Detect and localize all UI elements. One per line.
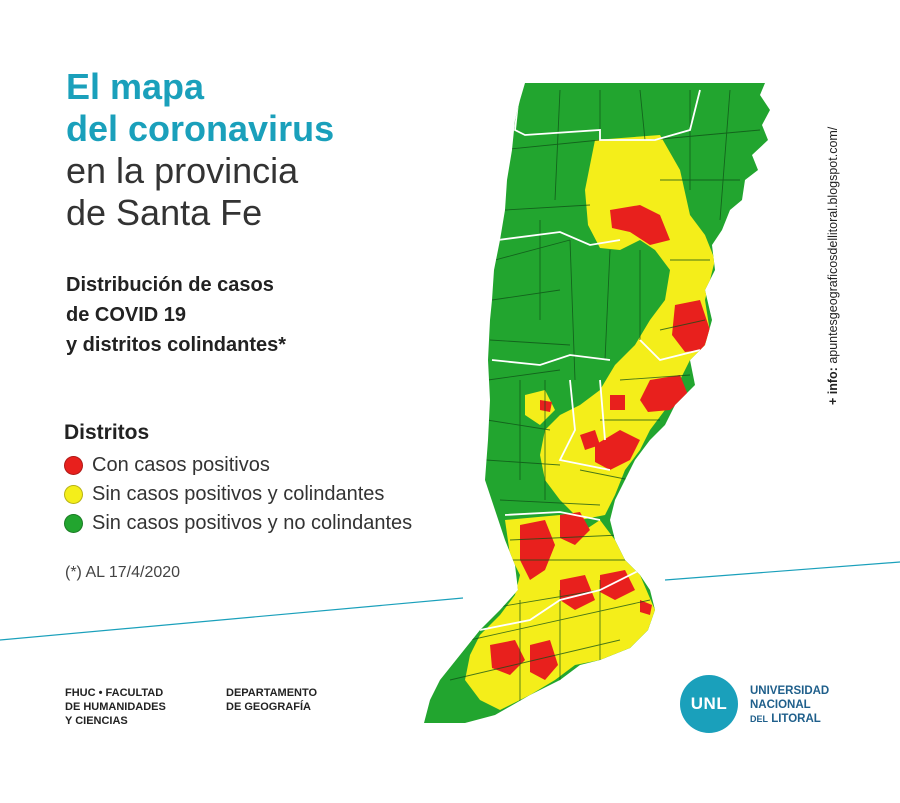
footnote: (*) AL 17/4/2020 — [65, 564, 181, 581]
positive-zone — [610, 395, 625, 410]
fhuc-line-3: Y CIENCIAS — [65, 715, 128, 727]
legend-title: Distritos — [64, 421, 150, 444]
unl-line-3-small: DEL — [750, 714, 768, 724]
info-url: apuntesgeograficosdellitoral.blogspot.co… — [826, 126, 840, 364]
positive-zone — [640, 600, 652, 615]
unl-logo: UNL — [680, 675, 738, 733]
positive-zone — [640, 375, 688, 412]
title-line-2: del coronavirus — [66, 108, 335, 149]
depto-label: DEPARTAMENTO DE GEOGRAFÍA — [226, 686, 317, 714]
positive-zone — [595, 430, 640, 470]
page-title: El mapa del coronavirus en la provincia … — [66, 66, 334, 234]
legend-label: Sin casos positivos y no colindantes — [92, 512, 413, 534]
adjacent-zone — [540, 135, 715, 520]
info-prefix: + info: — [826, 367, 840, 405]
divider-line-left — [0, 597, 464, 641]
green-dot-icon — [64, 514, 83, 533]
subtitle-line-2: de COVID 19 — [66, 304, 187, 326]
unl-line-2: NACIONAL — [750, 699, 811, 711]
unl-name: UNIVERSIDAD NACIONAL DEL LITORAL — [750, 684, 829, 726]
legend-label: Sin casos positivos y colindantes — [92, 483, 385, 505]
unl-line-3: DEL LITORAL — [750, 712, 829, 726]
subtitle: Distribución de casos de COVID 19 y dist… — [66, 270, 286, 360]
positive-zone — [520, 520, 555, 580]
depto-line-1: DEPARTAMENTO — [226, 687, 318, 699]
title-line-3: en la provincia — [66, 150, 299, 191]
subtitle-line-1: Distribución de casos — [66, 274, 274, 296]
legend-item-adjacent: Sin casos positivos y colindantes — [64, 480, 412, 509]
unl-line-1: UNIVERSIDAD — [750, 685, 830, 697]
yellow-dot-icon — [64, 485, 83, 504]
legend-label: Con casos positivos — [92, 454, 270, 476]
positive-zone — [610, 205, 670, 245]
divider-line-right — [664, 561, 900, 581]
legend-item-non-adjacent: Sin casos positivos y no colindantes — [64, 509, 412, 538]
title-line-1: El mapa — [66, 66, 205, 107]
positive-zone — [672, 300, 710, 352]
positive-zone — [540, 400, 552, 412]
red-dot-icon — [64, 456, 83, 475]
province-map — [424, 83, 770, 723]
legend-item-positive: Con casos positivos — [64, 451, 412, 480]
fhuc-label: FHUC • FACULTAD DE HUMANIDADES Y CIENCIA… — [65, 686, 166, 728]
unl-line-3-main: LITORAL — [771, 713, 821, 725]
positive-zone — [580, 430, 600, 450]
fhuc-line-2: DE HUMANIDADES — [65, 701, 166, 713]
fhuc-line-1: FHUC • FACULTAD — [65, 687, 164, 699]
title-line-4: de Santa Fe — [66, 192, 263, 233]
depto-line-2: DE GEOGRAFÍA — [226, 701, 311, 713]
subtitle-line-3: y distritos colindantes* — [66, 334, 287, 356]
positive-zone — [560, 575, 595, 610]
positive-zone — [490, 640, 525, 675]
info-credit: + info: apuntesgeograficosdellitoral.blo… — [822, 80, 852, 410]
legend: Con casos positivos Sin casos positivos … — [64, 451, 412, 538]
info-text: + info: apuntesgeograficosdellitoral.blo… — [826, 127, 840, 405]
positive-zone — [530, 640, 558, 680]
